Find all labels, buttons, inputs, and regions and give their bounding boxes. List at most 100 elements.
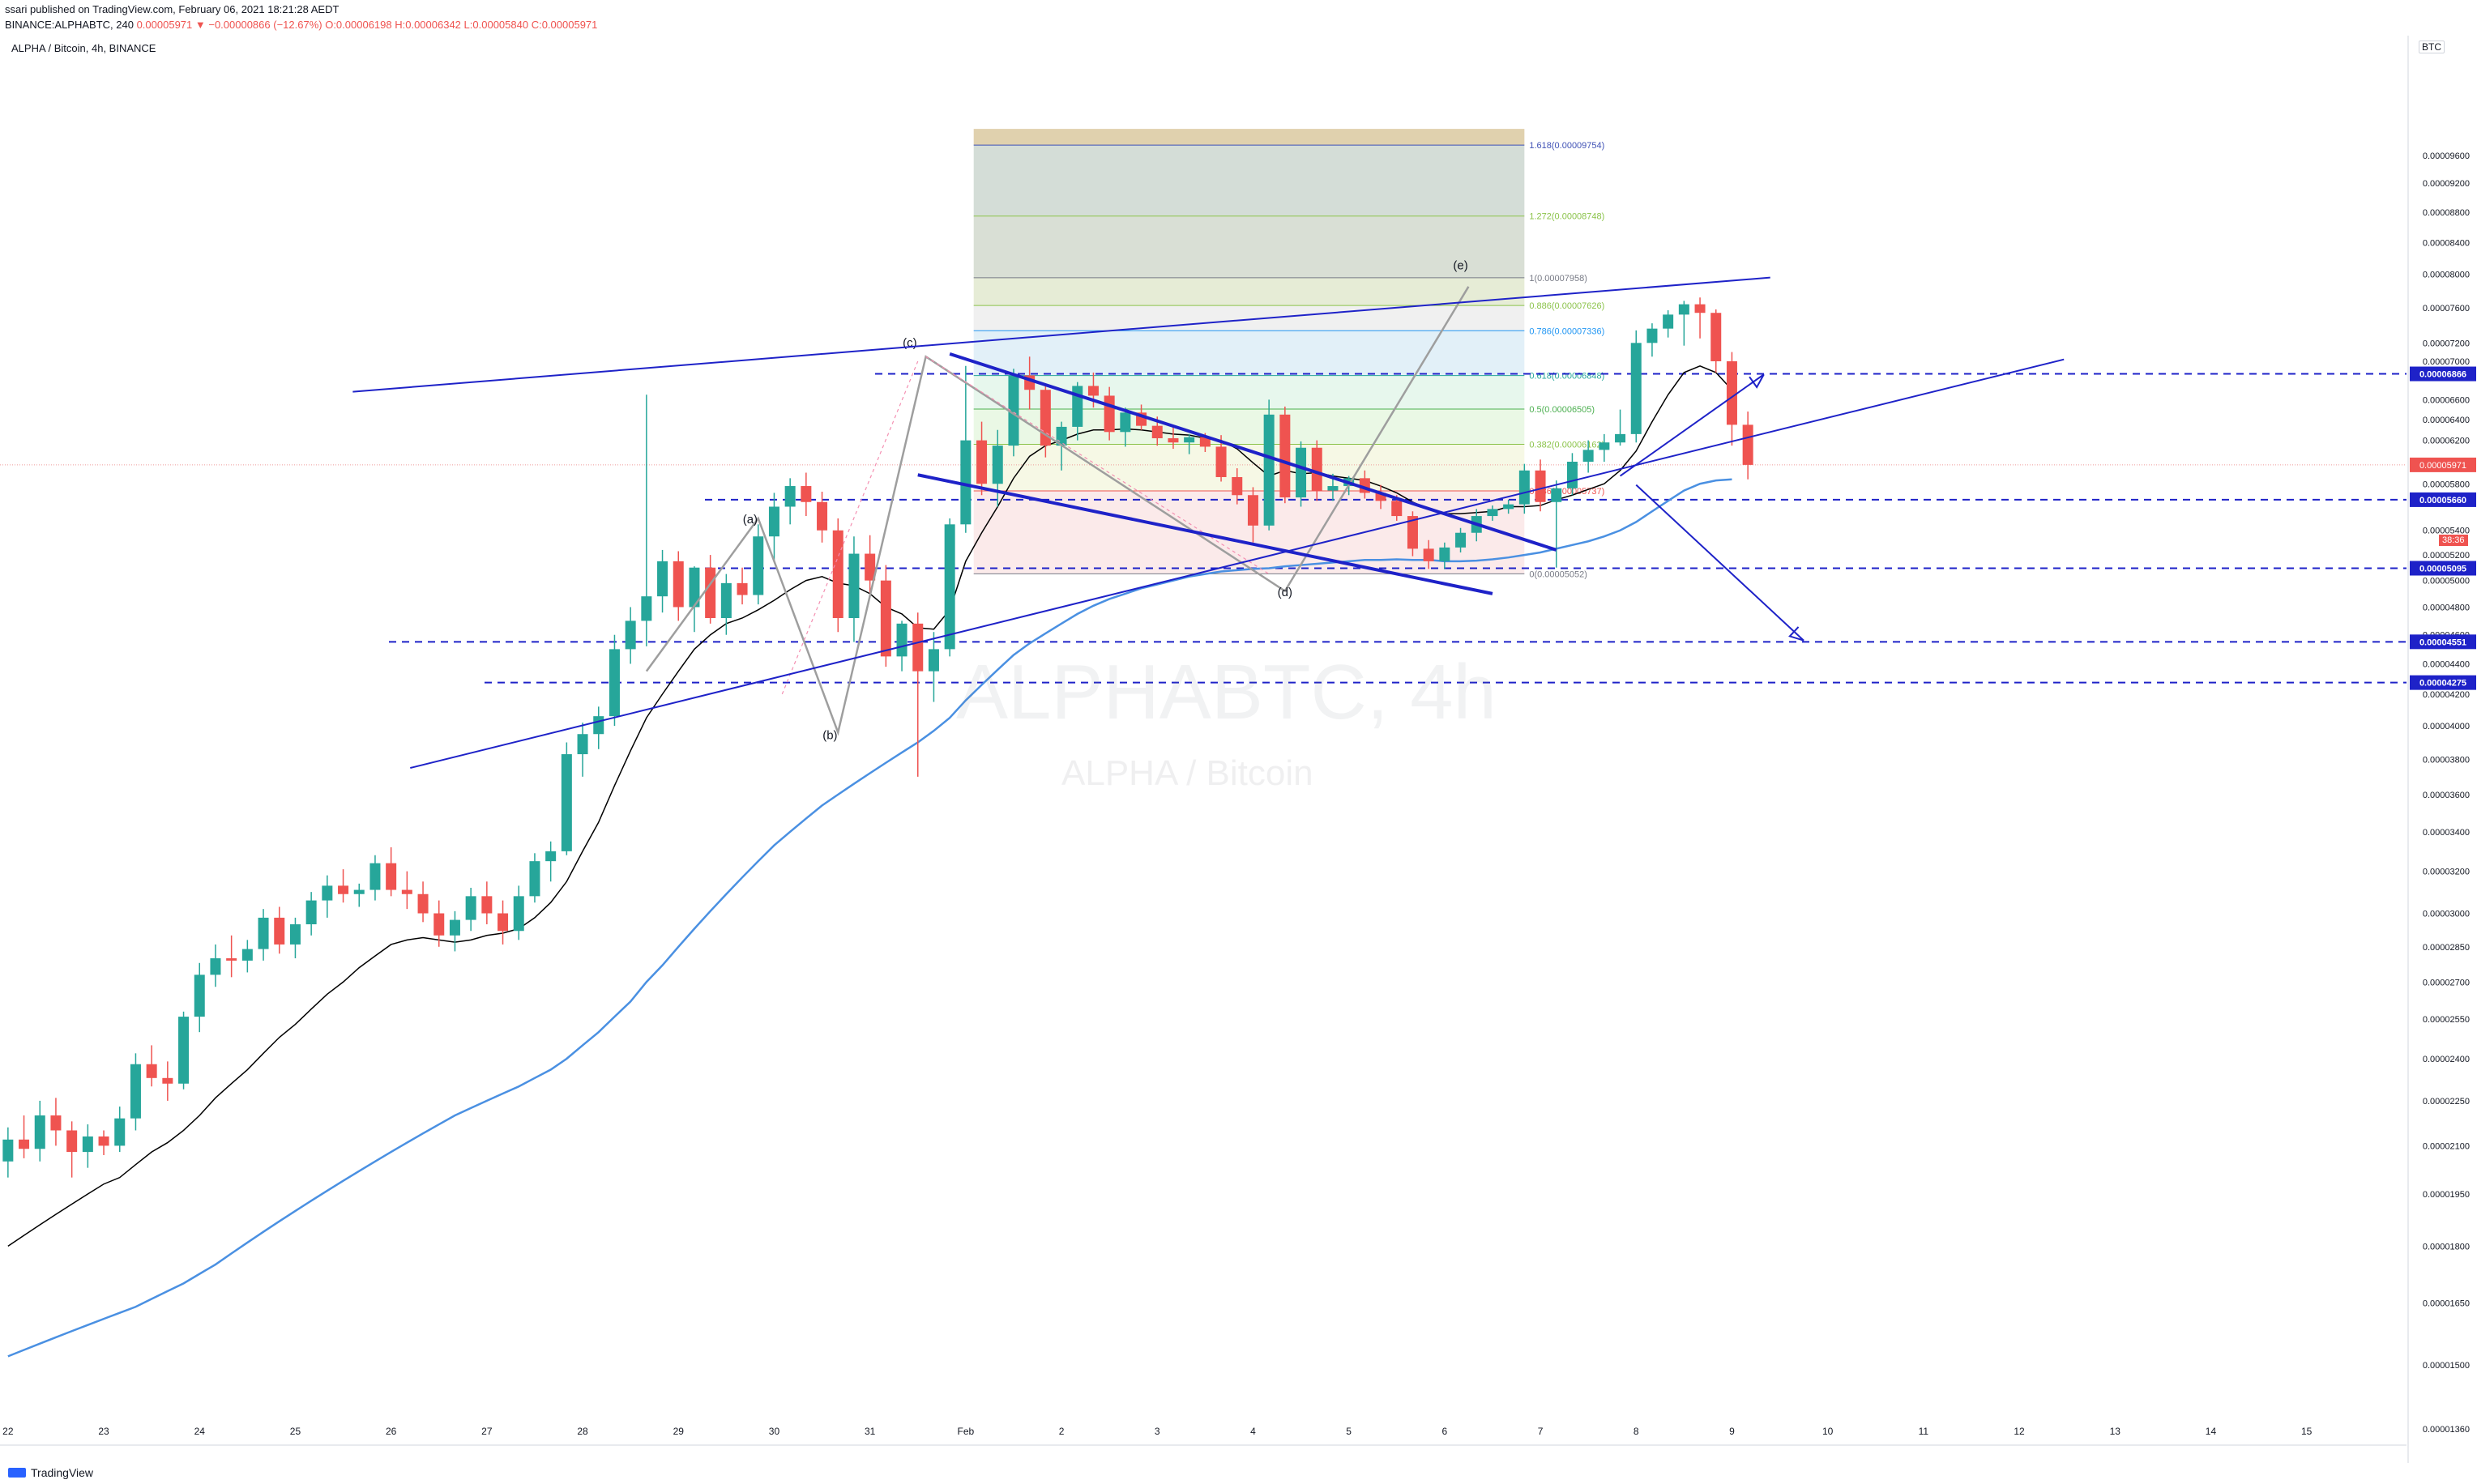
ohlc-high: H:0.00006342 bbox=[395, 19, 461, 31]
candle-body bbox=[912, 623, 924, 672]
price-tick-label: 0.00006400 bbox=[2423, 416, 2470, 425]
level-price-tag bbox=[2410, 675, 2476, 690]
price-tick-label: 0.00002250 bbox=[2423, 1097, 2470, 1107]
candle-body bbox=[34, 1115, 45, 1149]
ohlc-low: L:0.00005840 bbox=[463, 19, 529, 31]
level-price-tag-label: 0.00005095 bbox=[2419, 564, 2466, 574]
price-tick-label: 0.00001500 bbox=[2423, 1361, 2470, 1371]
candle-body bbox=[768, 506, 779, 537]
candle-body bbox=[1184, 437, 1195, 443]
chart-area[interactable]: 1.618(0.00009754) 1.272(0.00008748) 1(0.00… bbox=[0, 36, 2477, 1469]
price-tick-label: 0.00003000 bbox=[2423, 910, 2470, 919]
candle-body bbox=[19, 1139, 30, 1149]
candle-body bbox=[226, 958, 237, 961]
price-tick-label: 0.00004400 bbox=[2423, 659, 2470, 669]
projection-down-arrow bbox=[1635, 484, 1804, 642]
time-tick-label: 30 bbox=[769, 1426, 780, 1437]
time-tick-label: 7 bbox=[1538, 1426, 1544, 1437]
candle-body bbox=[178, 1017, 190, 1084]
time-tick-label: 15 bbox=[2301, 1426, 2313, 1437]
projection-up-arrow-head bbox=[1749, 373, 1765, 389]
candle-body bbox=[1375, 493, 1386, 501]
fib-level-label: 0.886(0.00007626) bbox=[1529, 301, 1604, 311]
price-tick-label: 0.00003800 bbox=[2423, 755, 2470, 765]
price-chart[interactable]: 1.618(0.00009754) 1.272(0.00008748) 1(0.00… bbox=[0, 36, 2477, 1469]
candle-body bbox=[992, 446, 1003, 484]
candle-body bbox=[1518, 470, 1530, 505]
candle-body bbox=[561, 754, 572, 851]
candle-body bbox=[1487, 509, 1498, 517]
candle-body bbox=[753, 536, 764, 595]
time-tick-label: 10 bbox=[1822, 1426, 1834, 1437]
price-tick-label: 0.00001650 bbox=[2423, 1298, 2470, 1308]
candle-body bbox=[1151, 425, 1163, 439]
candle-body bbox=[146, 1064, 157, 1078]
candle-body bbox=[1232, 476, 1243, 496]
candle-timer: 38:36 bbox=[2439, 535, 2468, 546]
price-tick-label: 0.00003400 bbox=[2423, 828, 2470, 838]
fib-level-label: 0(0.00005052) bbox=[1529, 569, 1587, 579]
candle-body bbox=[210, 958, 221, 975]
wave-pattern-line bbox=[645, 286, 1470, 736]
symbol-title: ALPHA / Bitcoin, 4h, BINANCE bbox=[11, 42, 156, 54]
candle-body bbox=[1599, 442, 1610, 450]
candle-body bbox=[848, 553, 860, 618]
last-price-tag bbox=[2410, 457, 2476, 472]
candle-body bbox=[944, 524, 955, 650]
time-tick-label: 12 bbox=[2014, 1426, 2025, 1437]
fib-zone bbox=[973, 129, 1525, 146]
level-price-tag-label: 0.00004551 bbox=[2419, 638, 2466, 647]
candle-body bbox=[1694, 304, 1706, 313]
candle-body bbox=[1391, 501, 1403, 517]
time-tick-label: 31 bbox=[865, 1426, 876, 1437]
axis-currency-button[interactable]: BTC bbox=[2419, 41, 2445, 53]
price-tick-label: 0.00002850 bbox=[2423, 943, 2470, 953]
candle-body bbox=[657, 561, 668, 597]
fib-zone bbox=[973, 330, 1525, 376]
candle-body bbox=[545, 851, 557, 862]
time-tick-label: 25 bbox=[290, 1426, 301, 1437]
candle-body bbox=[1678, 304, 1689, 315]
candle-body bbox=[1646, 328, 1658, 343]
candle-body bbox=[1535, 470, 1546, 502]
candle-body bbox=[465, 896, 476, 920]
candle-body bbox=[1072, 386, 1083, 427]
candle-body bbox=[50, 1115, 62, 1131]
lower-channel-line bbox=[410, 358, 2065, 770]
candle-body bbox=[274, 917, 285, 945]
candle-body bbox=[1742, 424, 1753, 465]
price-tick-label: 0.00008000 bbox=[2423, 271, 2470, 280]
candle-body bbox=[928, 649, 939, 672]
candle-body bbox=[289, 924, 301, 945]
price-tick-label: 0.00005200 bbox=[2423, 551, 2470, 561]
wave-label: (a) bbox=[743, 513, 758, 527]
candle-body bbox=[720, 582, 732, 618]
candle-body bbox=[98, 1136, 109, 1146]
level-price-tag bbox=[2410, 561, 2476, 576]
price-tick-label: 0.00004200 bbox=[2423, 690, 2470, 700]
candle-body bbox=[1279, 414, 1291, 498]
candle-body bbox=[817, 501, 828, 531]
candle-body bbox=[1327, 486, 1339, 491]
level-price-tag bbox=[2410, 492, 2476, 507]
level-price-tag-label: 0.00005660 bbox=[2419, 496, 2466, 505]
fib-zone bbox=[973, 215, 1525, 278]
candle-body bbox=[896, 623, 908, 657]
tradingview-logo[interactable]: TradingView bbox=[8, 1466, 93, 1479]
time-tick-label: 22 bbox=[2, 1426, 14, 1437]
price-tick-label: 0.00002400 bbox=[2423, 1055, 2470, 1064]
candle-body bbox=[1726, 361, 1737, 425]
candle-body bbox=[433, 913, 445, 936]
candle-body bbox=[1040, 390, 1051, 446]
candle-body bbox=[737, 582, 748, 595]
falling-wedge-upper-line bbox=[949, 352, 1557, 552]
candle-body bbox=[609, 649, 620, 717]
level-price-tag bbox=[2410, 366, 2476, 382]
time-tick-label: 9 bbox=[1729, 1426, 1735, 1437]
candle-body bbox=[130, 1064, 141, 1119]
price-tick-label: 0.00007000 bbox=[2423, 357, 2470, 367]
upper-channel-line bbox=[352, 276, 1770, 393]
ohlc-open: O:0.00006198 bbox=[325, 19, 392, 31]
price-tick-label: 0.00007200 bbox=[2423, 339, 2470, 348]
price-tick-label: 0.00006600 bbox=[2423, 395, 2470, 405]
